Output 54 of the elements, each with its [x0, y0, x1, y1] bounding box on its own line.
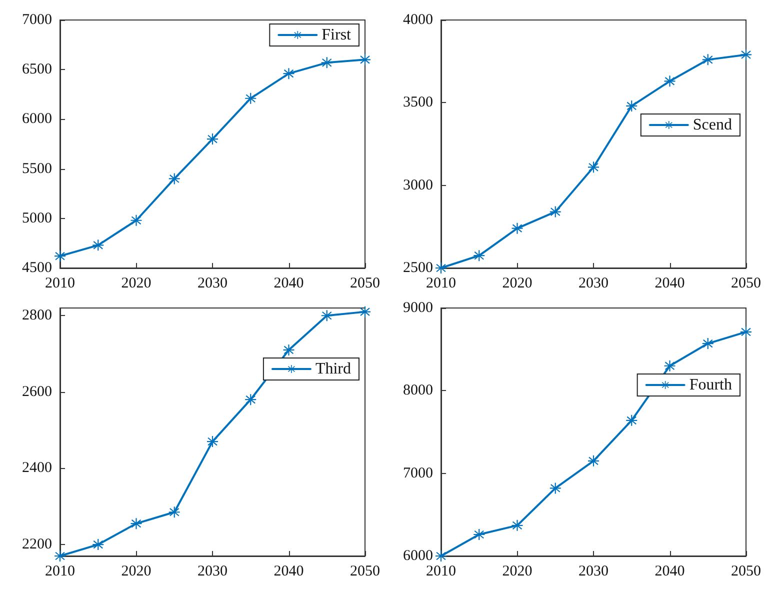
x-tick-label: 2030 [578, 276, 608, 292]
x-tick-label: 2050 [731, 276, 761, 292]
x-tick-label: 2050 [350, 564, 380, 580]
point [168, 173, 180, 184]
y-tick-label: 6000 [22, 111, 52, 128]
legend-label: First [322, 26, 352, 44]
y-tick-label: 2600 [22, 384, 52, 400]
x-tick-label: 2030 [198, 276, 228, 292]
point [740, 49, 752, 60]
point [283, 68, 294, 80]
y-tick-label: 5500 [22, 160, 52, 177]
x-tick-label: 2040 [654, 276, 685, 292]
x-tick-label: 2020 [121, 276, 152, 292]
point [512, 222, 523, 234]
x-tick-label: 2010 [45, 276, 75, 292]
x-tick-label: 2040 [274, 564, 304, 580]
legend-label: Fourth [689, 376, 732, 394]
y-tick-label: 2500 [403, 260, 433, 276]
point [130, 518, 142, 530]
y-tick-label: 8000 [403, 382, 433, 399]
legend-label: Scend [692, 116, 732, 134]
x-tick-label: 2010 [45, 564, 75, 580]
y-tick-label: 2400 [22, 460, 52, 476]
point [283, 344, 294, 356]
x-tick-label: 2050 [350, 276, 380, 292]
y-tick-label: 2800 [22, 308, 52, 324]
y-tick-label: 2200 [22, 536, 52, 553]
point [130, 214, 142, 226]
y-tick-label: 9000 [403, 300, 433, 316]
point [664, 76, 676, 87]
x-tick-label: 2020 [502, 564, 532, 580]
x-tick-label: 2010 [426, 564, 456, 580]
x-tick-label: 2040 [654, 564, 685, 580]
point [664, 360, 676, 372]
x-tick-label: 2040 [274, 276, 304, 292]
y-tick-label: 6500 [22, 62, 52, 78]
y-tick-label: 4500 [22, 260, 52, 276]
point [512, 520, 523, 531]
y-tick-label: 4000 [403, 12, 433, 28]
point [550, 206, 561, 218]
legend-label: Third [315, 360, 351, 378]
y-tick-label: 5000 [22, 210, 52, 226]
x-tick-label: 2030 [578, 564, 608, 580]
y-tick-label: 6000 [403, 548, 433, 564]
y-tick-label: 7000 [403, 465, 433, 482]
x-tick-label: 2050 [731, 564, 761, 580]
y-tick-label: 3000 [403, 177, 433, 194]
y-tick-label: 3500 [403, 94, 433, 111]
x-tick-label: 2010 [426, 276, 456, 292]
y-tick-label: 7000 [22, 12, 52, 28]
x-tick-label: 2020 [502, 276, 532, 292]
x-tick-label: 2030 [198, 564, 228, 580]
point [550, 482, 561, 494]
x-tick-label: 2020 [121, 564, 152, 580]
